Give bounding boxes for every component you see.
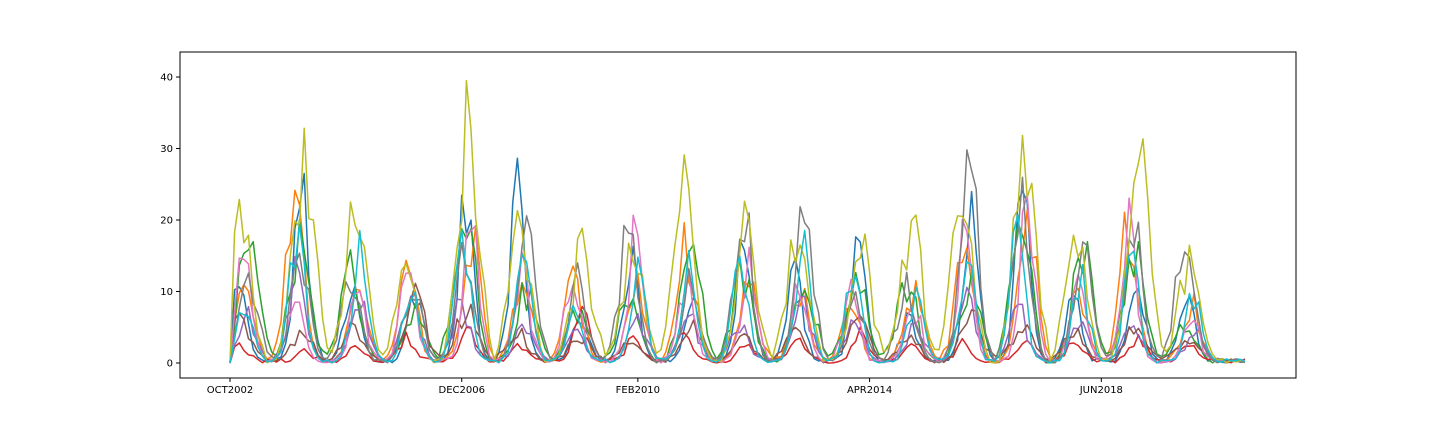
x-tick-label: JUN2018 [1079, 385, 1123, 396]
x-tick-label: OCT2002 [207, 385, 253, 396]
y-axis: 0 10 20 30 40 [160, 73, 180, 369]
y-tick-label: 40 [160, 73, 173, 84]
x-tick-label: FEB2010 [616, 385, 660, 396]
series-line [229, 80, 1246, 364]
series-lines [229, 80, 1246, 364]
y-tick-label: 10 [160, 287, 173, 298]
x-tick-label: APR2014 [847, 385, 892, 396]
series-line [229, 193, 1246, 364]
series-line [229, 305, 1246, 364]
y-tick-label: 20 [160, 216, 173, 227]
y-tick-label: 30 [160, 144, 173, 155]
x-axis: OCT2002 DEC2006 FEB2010 APR2014 JUN2018 [207, 378, 1123, 396]
x-tick-label: DEC2006 [439, 385, 485, 396]
y-tick-label: 0 [167, 358, 173, 369]
plot-frame [179, 51, 1297, 379]
series-line [229, 282, 1246, 364]
series-line [229, 214, 1246, 364]
series-line [229, 149, 1246, 364]
